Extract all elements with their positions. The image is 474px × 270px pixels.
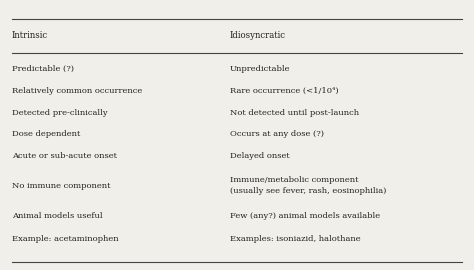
Text: Unpredictable: Unpredictable [230, 65, 291, 73]
Text: Few (any?) animal models available: Few (any?) animal models available [230, 212, 380, 220]
Text: Idiosyncratic: Idiosyncratic [230, 31, 286, 40]
Text: Animal models useful: Animal models useful [12, 212, 102, 220]
Text: Detected pre-clinically: Detected pre-clinically [12, 109, 108, 117]
Text: Immune/metabolic component
(usually see fever, rash, eosinophilia): Immune/metabolic component (usually see … [230, 176, 386, 195]
Text: Relatively common occurrence: Relatively common occurrence [12, 87, 142, 95]
Text: Occurs at any dose (?): Occurs at any dose (?) [230, 130, 324, 138]
Text: Acute or sub-acute onset: Acute or sub-acute onset [12, 152, 117, 160]
Text: No immune component: No immune component [12, 181, 110, 190]
Text: Intrinsic: Intrinsic [12, 31, 48, 40]
Text: Examples: isoniazid, halothane: Examples: isoniazid, halothane [230, 235, 361, 243]
Text: Dose dependent: Dose dependent [12, 130, 80, 138]
Text: Predictable (?): Predictable (?) [12, 65, 74, 73]
Text: Not detected until post-launch: Not detected until post-launch [230, 109, 359, 117]
Text: Example: acetaminophen: Example: acetaminophen [12, 235, 118, 243]
Text: Delayed onset: Delayed onset [230, 152, 290, 160]
Text: Rare occurrence (<1/10⁴): Rare occurrence (<1/10⁴) [230, 87, 338, 95]
